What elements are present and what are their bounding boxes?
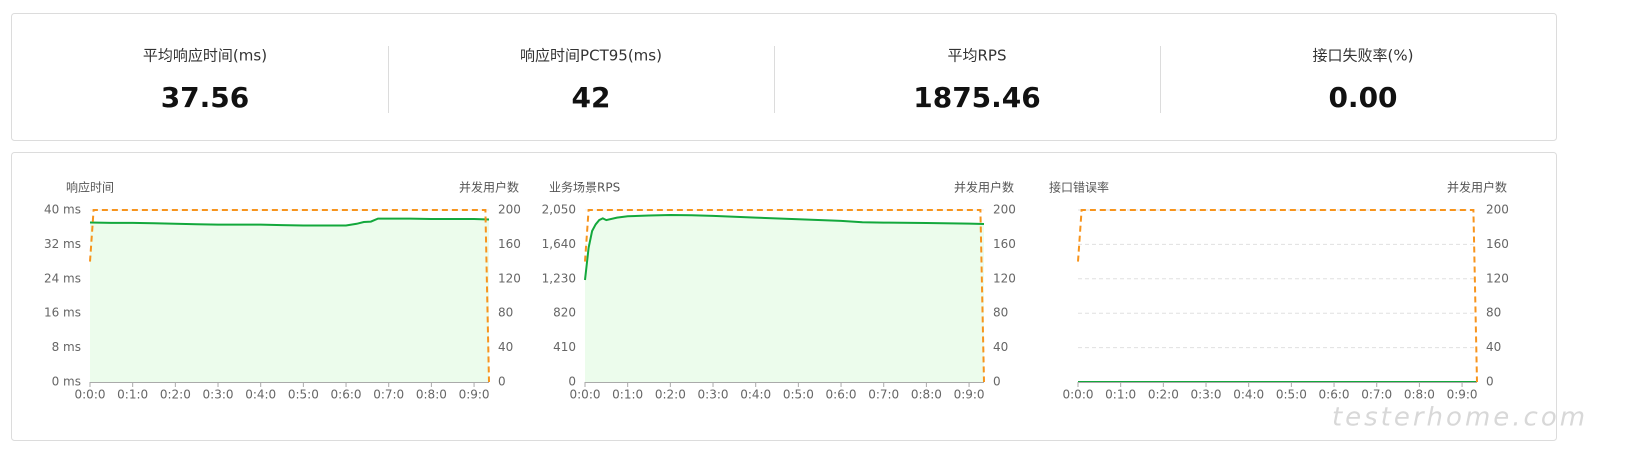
x-tick-label: 0:5:0 <box>288 388 319 402</box>
x-tick-label: 0:7:0 <box>868 388 899 402</box>
y-tick-label: 2,050 <box>542 203 576 217</box>
line <box>584 213 985 281</box>
y-tick-label: 820 <box>553 306 576 320</box>
y-tick-label: 24 ms <box>44 271 81 285</box>
x-tick-label: 0:8:0 <box>1404 388 1435 402</box>
y2-tick-label: 200 <box>498 203 521 217</box>
x-tick-label: 0:9:0 <box>954 388 985 402</box>
stat-label: 响应时间PCT95(ms) <box>520 47 662 65</box>
y2-tick-label: 0 <box>1486 375 1494 389</box>
x-tick-label: 0:2:0 <box>655 388 686 402</box>
y2-tick-label: 0 <box>993 375 1001 389</box>
stats-card <box>11 13 1557 141</box>
y-tick-label: 1,640 <box>542 237 576 251</box>
y2-tick-label: 160 <box>993 237 1016 251</box>
y2-tick-label: 120 <box>1486 271 1509 285</box>
stat-value: 0.00 <box>1328 81 1397 114</box>
y2-tick-label: 40 <box>993 340 1008 354</box>
x-tick-label: 0:4:0 <box>245 388 276 402</box>
x-tick-label: 0:1:0 <box>117 388 148 402</box>
y-tick-label: 1,230 <box>542 271 576 285</box>
y-tick-label: 0 ms <box>52 375 81 389</box>
y2-axis-label: 并发用户数 <box>954 180 1014 195</box>
x-tick-label: 0:3:0 <box>698 388 729 402</box>
x-tick-label: 0:8:0 <box>911 388 942 402</box>
line <box>89 217 490 227</box>
y-axis-label: 业务场景RPS <box>549 180 620 195</box>
stat-value: 1875.46 <box>913 81 1041 114</box>
y-tick-label: 16 ms <box>44 306 81 320</box>
x-tick-label: 0:2:0 <box>1148 388 1179 402</box>
y-axis-label: 接口错误率 <box>1049 180 1109 195</box>
x-tick-label: 0:3:0 <box>1191 388 1222 402</box>
area <box>585 215 984 382</box>
x-tick-label: 0:0:0 <box>570 388 601 402</box>
x-tick-label: 0:9:0 <box>459 388 490 402</box>
y2-tick-label: 80 <box>993 306 1008 320</box>
x-tick-label: 0:7:0 <box>373 388 404 402</box>
x-tick-label: 0:4:0 <box>740 388 771 402</box>
watermark: testerhome.com <box>1332 403 1588 433</box>
y-tick-label: 8 ms <box>52 340 81 354</box>
x-tick-label: 0:7:0 <box>1361 388 1392 402</box>
y-axis-label: 响应时间 <box>66 180 114 195</box>
y2-axis-label: 并发用户数 <box>1447 180 1507 195</box>
x-tick-label: 0:3:0 <box>203 388 234 402</box>
y2-tick-label: 80 <box>498 306 513 320</box>
x-tick-label: 0:6:0 <box>331 388 362 402</box>
x-tick-label: 0:2:0 <box>160 388 191 402</box>
y2-tick-label: 40 <box>498 340 513 354</box>
x-tick-label: 0:0:0 <box>1063 388 1094 402</box>
x-tick-label: 0:1:0 <box>612 388 643 402</box>
y2-tick-label: 160 <box>1486 237 1509 251</box>
x-tick-label: 0:1:0 <box>1105 388 1136 402</box>
stat-value: 37.56 <box>161 81 250 114</box>
y2-tick-label: 80 <box>1486 306 1501 320</box>
line <box>1077 209 1478 383</box>
stat-label: 平均RPS <box>948 47 1007 65</box>
x-tick-label: 0:0:0 <box>75 388 106 402</box>
y2-tick-label: 120 <box>498 271 521 285</box>
x-tick-label: 0:5:0 <box>1276 388 1307 402</box>
y-tick-label: 40 ms <box>44 203 81 217</box>
x-tick-label: 0:5:0 <box>783 388 814 402</box>
y2-tick-label: 160 <box>498 237 521 251</box>
y-tick-label: 410 <box>553 340 576 354</box>
y2-tick-label: 200 <box>993 203 1016 217</box>
y-tick-label: 0 <box>568 375 576 389</box>
y2-tick-label: 120 <box>993 271 1016 285</box>
stat-value: 42 <box>572 81 611 114</box>
stat-label: 平均响应时间(ms) <box>143 47 267 65</box>
x-tick-label: 0:6:0 <box>1319 388 1350 402</box>
x-tick-label: 0:6:0 <box>826 388 857 402</box>
y2-tick-label: 200 <box>1486 203 1509 217</box>
x-tick-label: 0:8:0 <box>416 388 447 402</box>
y2-axis-label: 并发用户数 <box>459 180 519 195</box>
y2-tick-label: 0 <box>498 375 506 389</box>
x-tick-label: 0:9:0 <box>1447 388 1478 402</box>
y-tick-label: 32 ms <box>44 237 81 251</box>
line <box>89 209 490 383</box>
x-tick-label: 0:4:0 <box>1233 388 1264 402</box>
stat-label: 接口失败率(%) <box>1313 47 1414 65</box>
area <box>90 218 489 382</box>
y2-tick-label: 40 <box>1486 340 1501 354</box>
line <box>584 209 985 383</box>
